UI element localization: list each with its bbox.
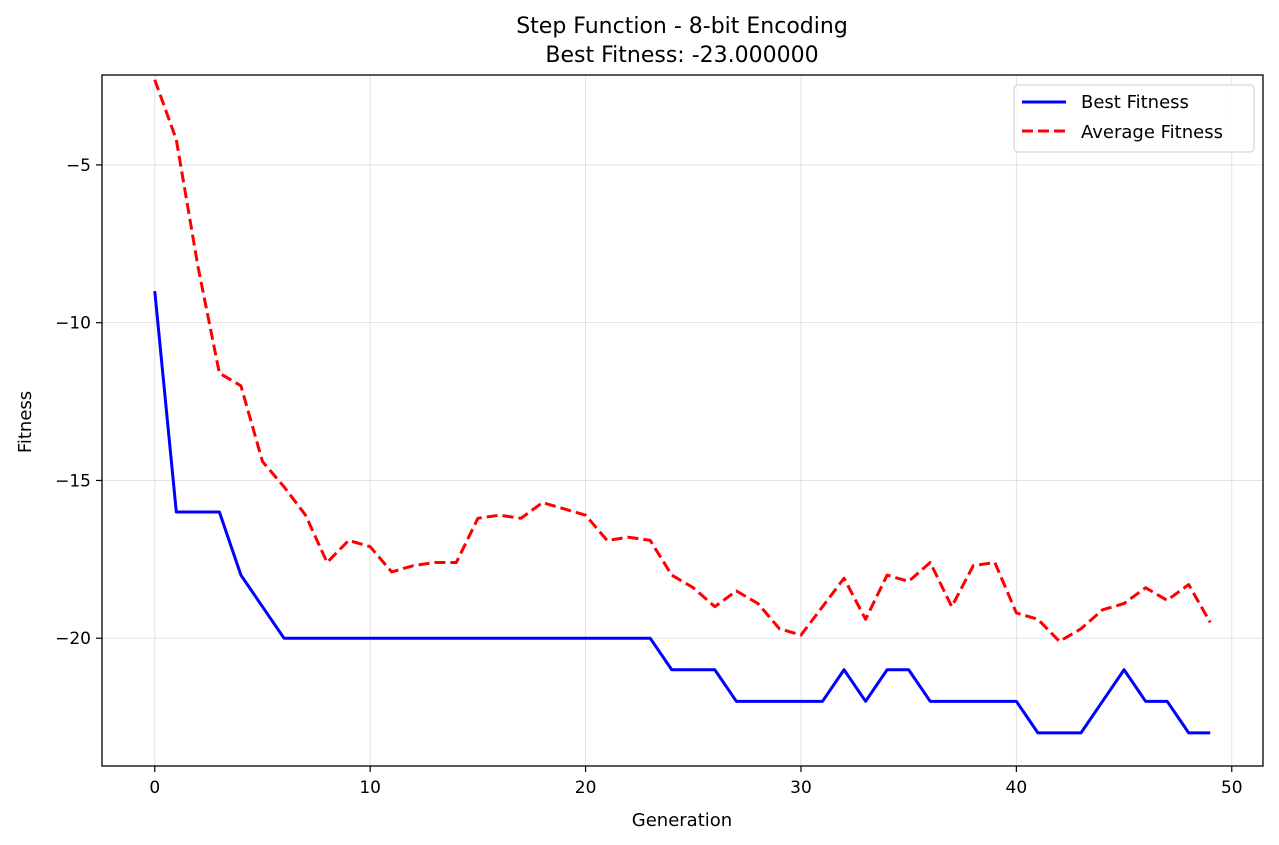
y-tick-label: −5: [66, 156, 91, 176]
series-line-best-fitness: [153, 290, 1211, 735]
y-tick-label: −20: [55, 629, 91, 649]
plot-frame: [101, 74, 1264, 767]
legend-box: [1013, 84, 1255, 153]
y-tick-label: −15: [55, 471, 91, 491]
legend-label-average-fitness: Average Fitness: [1081, 122, 1223, 143]
y-axis-ticks: −5 −10 −15 −20: [55, 156, 102, 649]
grid-lines: [102, 75, 1263, 766]
x-tick-label: 20: [575, 778, 597, 798]
legend: Best Fitness Average Fitness: [1013, 84, 1255, 153]
series-line-average-fitness: [153, 79, 1212, 643]
x-tick-label: 30: [790, 778, 812, 798]
series-lines: [153, 79, 1212, 735]
y-tick-label: −10: [55, 314, 91, 334]
x-tick-label: 40: [1006, 778, 1028, 798]
y-axis-label: Fitness: [15, 391, 36, 453]
x-axis-ticks: 0 10 20 30 40 50: [149, 766, 1243, 798]
x-tick-label: 10: [359, 778, 381, 798]
x-tick-label: 0: [149, 778, 160, 798]
x-tick-label: 50: [1221, 778, 1243, 798]
chart-title: Step Function - 8-bit Encoding: [516, 14, 848, 39]
chart-subtitle: Best Fitness: -23.000000: [545, 43, 818, 68]
legend-label-best-fitness: Best Fitness: [1081, 92, 1189, 113]
x-axis-label: Generation: [632, 810, 732, 831]
